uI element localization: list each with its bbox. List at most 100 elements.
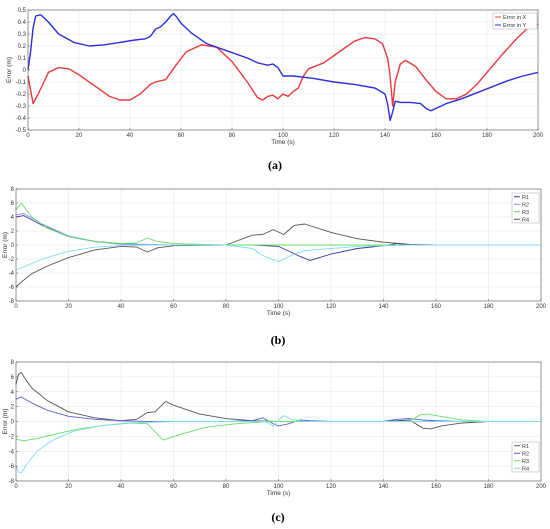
x-tick-label: 120 <box>329 133 340 139</box>
y-tick-label: 4 <box>11 215 15 221</box>
x-tick-label: 0 <box>14 304 18 310</box>
x-tick-label: 20 <box>76 133 83 139</box>
y-tick-label: 0.1 <box>18 56 27 62</box>
y-tick-label: -2 <box>9 257 15 263</box>
legend-box <box>492 12 538 30</box>
y-tick-label: -4 <box>9 449 15 455</box>
y-tick-label: 0 <box>23 68 27 74</box>
x-axis-label: Time (s) <box>267 310 291 317</box>
y-tick-label: 6 <box>11 201 15 207</box>
series-line-4 <box>15 223 541 288</box>
x-tick-label: 100 <box>273 304 284 310</box>
series-line-2 <box>15 396 541 427</box>
x-tick-label: 80 <box>229 133 236 139</box>
x-tick-label: 200 <box>533 133 544 139</box>
chart-panel-2: 0 20 40 60 80 100 120 140 160 180 200 -8 -6 -4 -2 0 2 4 6 8… <box>2 187 547 347</box>
legend-label: R2 <box>522 202 529 208</box>
legend-label: R2 <box>522 451 529 457</box>
y-axis-label: Error (m) <box>2 409 9 435</box>
y-tick-label: -8 <box>9 479 15 485</box>
x-tick-label: 40 <box>127 133 134 139</box>
x-tick-label: 60 <box>178 133 185 139</box>
y-tick-label: -0.4 <box>16 116 27 122</box>
y-tick-label: 6 <box>11 375 15 381</box>
x-tick-label: 180 <box>483 304 494 310</box>
series-line-1 <box>15 371 541 430</box>
x-tick-label: 140 <box>378 484 389 490</box>
x-axis-label: Time (s) <box>271 139 295 146</box>
x-tick-label: 80 <box>223 484 230 490</box>
y-axis-label: Error (m) <box>2 232 9 258</box>
series-line-1 <box>27 23 539 107</box>
y-tick-label: 0.3 <box>18 32 27 38</box>
x-tick-label: 80 <box>223 304 230 310</box>
y-tick-label: 2 <box>11 229 15 235</box>
x-tick-label: 160 <box>431 133 442 139</box>
legend-label: Error in X <box>503 15 527 21</box>
x-tick-label: 100 <box>273 484 284 490</box>
x-tick-label: 60 <box>170 304 177 310</box>
y-tick-label: -6 <box>9 285 15 291</box>
legend: Error in X Error in Y <box>492 12 538 30</box>
y-tick-label: 8 <box>11 360 15 366</box>
x-tick-label: 120 <box>326 484 337 490</box>
x-tick-label: 200 <box>536 484 547 490</box>
legend-label: R1 <box>522 444 529 450</box>
y-tick-label: -0.3 <box>16 104 27 110</box>
y-axis-label: Error (m) <box>6 57 13 83</box>
y-tick-label: 0.5 <box>18 8 27 14</box>
y-tick-label: -0.1 <box>16 80 27 86</box>
x-tick-label: 20 <box>65 304 72 310</box>
legend-label: R1 <box>522 195 529 201</box>
panel-caption: (b) <box>271 333 286 347</box>
x-tick-label: 60 <box>170 484 177 490</box>
legend-label: R4 <box>522 217 529 223</box>
panel-caption: (a) <box>268 158 282 172</box>
y-tick-label: -0.2 <box>16 92 27 98</box>
series-line-4 <box>15 415 541 474</box>
panel-caption: (c) <box>271 510 284 524</box>
x-tick-label: 40 <box>118 484 125 490</box>
x-tick-label: 40 <box>118 304 125 310</box>
y-tick-label: -4 <box>9 271 15 277</box>
x-tick-label: 160 <box>431 484 442 490</box>
y-tick-label: 2 <box>11 405 15 411</box>
series-line-3 <box>15 413 541 442</box>
x-tick-label: 200 <box>536 304 547 310</box>
x-tick-label: 0 <box>14 484 18 490</box>
series-line-5 <box>15 244 541 270</box>
legend-label: R4 <box>522 466 529 472</box>
x-tick-label: 160 <box>431 304 442 310</box>
legend-box <box>511 192 540 224</box>
x-axis-label: Time (s) <box>267 490 291 497</box>
legend-label: Error in Y <box>503 23 526 29</box>
y-tick-label: 0.4 <box>18 20 27 26</box>
series-line-3 <box>15 202 541 246</box>
series-line-2 <box>27 12 539 122</box>
y-tick-label: -8 <box>9 299 15 305</box>
x-tick-label: 180 <box>483 484 494 490</box>
y-tick-label: 0 <box>11 420 15 426</box>
x-tick-label: 0 <box>26 133 30 139</box>
x-tick-label: 140 <box>378 304 389 310</box>
x-tick-label: 120 <box>326 304 337 310</box>
y-tick-label: 4 <box>11 390 15 396</box>
y-tick-label: -0.5 <box>16 128 27 134</box>
y-tick-label: -6 <box>9 464 15 470</box>
legend-box <box>511 441 540 473</box>
y-tick-label: 0 <box>11 243 15 249</box>
chart-panel-1: 0 20 40 60 80 100 120 140 160 180 200 -0.5 -0.4 -0.3 -… <box>6 8 544 172</box>
x-tick-label: 180 <box>482 133 493 139</box>
y-tick-label: 8 <box>11 187 15 193</box>
x-tick-label: 140 <box>380 133 391 139</box>
legend-label: R3 <box>522 210 529 216</box>
x-tick-label: 20 <box>65 484 72 490</box>
x-tick-label: 100 <box>278 133 289 139</box>
y-tick-label: -2 <box>9 434 15 440</box>
y-tick-label: 0.2 <box>18 44 27 50</box>
legend-label: R3 <box>522 459 529 465</box>
chart-panel-3: 0 20 40 60 80 100 120 140 160 180 200 -8 -6 -4 -2 0 2 4 6 8… <box>2 360 547 524</box>
